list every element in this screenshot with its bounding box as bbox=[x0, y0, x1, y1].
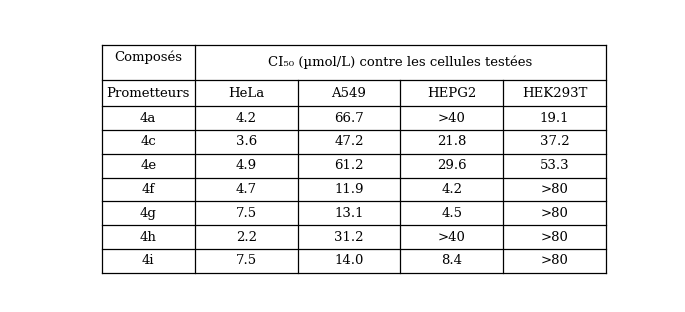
Text: 7.5: 7.5 bbox=[236, 255, 257, 267]
Text: 4c: 4c bbox=[140, 135, 156, 149]
Text: 31.2: 31.2 bbox=[334, 231, 364, 244]
Text: 3.6: 3.6 bbox=[236, 135, 257, 149]
Text: >80: >80 bbox=[540, 183, 569, 196]
Text: HEPG2: HEPG2 bbox=[427, 87, 476, 100]
Text: >80: >80 bbox=[540, 231, 569, 244]
Text: 66.7: 66.7 bbox=[334, 112, 364, 125]
Text: 4.9: 4.9 bbox=[236, 159, 257, 172]
Text: HEK293T: HEK293T bbox=[522, 87, 587, 100]
Text: 8.4: 8.4 bbox=[441, 255, 462, 267]
Text: 7.5: 7.5 bbox=[236, 207, 257, 220]
Text: Composés: Composés bbox=[114, 51, 182, 64]
Text: 4h: 4h bbox=[140, 231, 157, 244]
Text: 2.2: 2.2 bbox=[236, 231, 257, 244]
Text: HeLa: HeLa bbox=[228, 87, 264, 100]
Text: 37.2: 37.2 bbox=[540, 135, 569, 149]
Text: CI₅₀ (µmol/L) contre les cellules testées: CI₅₀ (µmol/L) contre les cellules testée… bbox=[269, 56, 532, 69]
Text: 11.9: 11.9 bbox=[334, 183, 364, 196]
Text: >80: >80 bbox=[540, 207, 569, 220]
Text: 4g: 4g bbox=[140, 207, 157, 220]
Text: 19.1: 19.1 bbox=[540, 112, 569, 125]
Text: Prometteurs: Prometteurs bbox=[106, 87, 190, 100]
Text: 14.0: 14.0 bbox=[334, 255, 364, 267]
Text: 53.3: 53.3 bbox=[540, 159, 569, 172]
Text: 13.1: 13.1 bbox=[334, 207, 364, 220]
Text: 4f: 4f bbox=[142, 183, 155, 196]
Text: 4.7: 4.7 bbox=[236, 183, 257, 196]
Text: 4i: 4i bbox=[142, 255, 154, 267]
Text: 4a: 4a bbox=[140, 112, 156, 125]
Text: >40: >40 bbox=[438, 231, 466, 244]
Text: 21.8: 21.8 bbox=[437, 135, 466, 149]
Text: >80: >80 bbox=[540, 255, 569, 267]
Text: 4e: 4e bbox=[140, 159, 156, 172]
Text: 61.2: 61.2 bbox=[334, 159, 364, 172]
Text: >40: >40 bbox=[438, 112, 466, 125]
Text: 4.2: 4.2 bbox=[236, 112, 257, 125]
Text: 4.2: 4.2 bbox=[441, 183, 462, 196]
Text: 47.2: 47.2 bbox=[334, 135, 364, 149]
Text: A549: A549 bbox=[332, 87, 366, 100]
Text: 29.6: 29.6 bbox=[437, 159, 466, 172]
Text: 4.5: 4.5 bbox=[441, 207, 462, 220]
